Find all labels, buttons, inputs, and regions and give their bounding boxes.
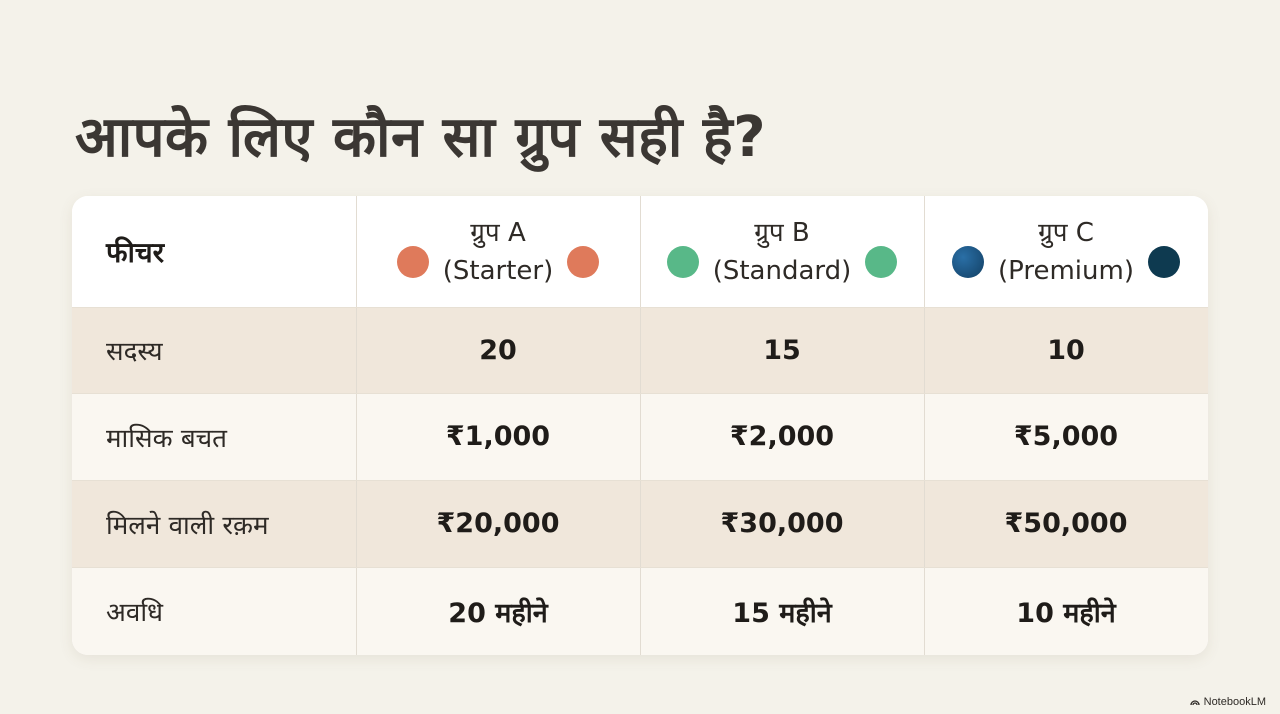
group-b-value: 15 — [763, 334, 801, 366]
feature-header-cell: फीचर — [72, 196, 356, 307]
notebooklm-brand: NotebookLM — [1189, 696, 1266, 708]
row-divider — [72, 307, 1208, 308]
group-b-name: ग्रुप B — [754, 217, 810, 248]
column-divider — [356, 196, 357, 655]
page-title: आपके लिए कौन सा ग्रुप सही है? — [75, 105, 767, 170]
column-divider — [924, 196, 925, 655]
group-a-value: ₹20,000 — [436, 508, 560, 539]
group-b-dot-icon — [865, 245, 898, 278]
group-a-header-cell: ग्रुप A (Starter) — [356, 196, 640, 307]
group-c-value: ₹50,000 — [1004, 508, 1128, 539]
group-c-dot-icon — [1147, 245, 1180, 278]
notebooklm-logo-icon — [1189, 700, 1200, 706]
feature-header: फीचर — [106, 235, 165, 269]
row-divider — [72, 480, 1208, 481]
group-a-value: 20 महीने — [448, 597, 548, 629]
row-label: अवधि — [106, 598, 164, 628]
group-c-name: ग्रुप C — [1038, 217, 1094, 248]
row-label: मिलने वाली रक़म — [106, 510, 269, 541]
group-a-dot-icon — [567, 245, 600, 278]
row-label: मासिक बचत — [106, 423, 228, 454]
group-b-dot-icon — [666, 245, 699, 278]
group-a-name: ग्रुप A — [470, 217, 526, 248]
brand-label: NotebookLM — [1203, 696, 1266, 708]
group-b-value: ₹30,000 — [720, 508, 844, 539]
group-c-header-cell: ग्रुप C (Premium) — [924, 196, 1208, 307]
group-c-value: ₹5,000 — [1013, 421, 1119, 452]
group-b-value: 15 महीने — [732, 597, 832, 629]
row-label: सदस्य — [106, 337, 163, 367]
column-divider — [640, 196, 641, 655]
group-c-value: 10 महीने — [1016, 597, 1116, 629]
row-divider — [72, 393, 1208, 394]
group-b-header-cell: ग्रुप B (Standard) — [640, 196, 924, 307]
group-a-value: 20 — [479, 334, 517, 366]
row-divider — [72, 567, 1208, 568]
group-b-value: ₹2,000 — [729, 421, 835, 452]
group-c-dot-icon — [952, 245, 984, 278]
comparison-table: फीचर ग्रुप A (Starter) ग्रुप B (Standard… — [72, 196, 1208, 655]
group-c-subtitle: (Premium) — [998, 255, 1134, 286]
group-a-subtitle: (Starter) — [442, 255, 554, 286]
group-a-value: ₹1,000 — [445, 421, 551, 452]
group-c-value: 10 — [1047, 334, 1085, 366]
group-a-dot-icon — [396, 245, 429, 278]
group-b-subtitle: (Standard) — [712, 255, 852, 286]
